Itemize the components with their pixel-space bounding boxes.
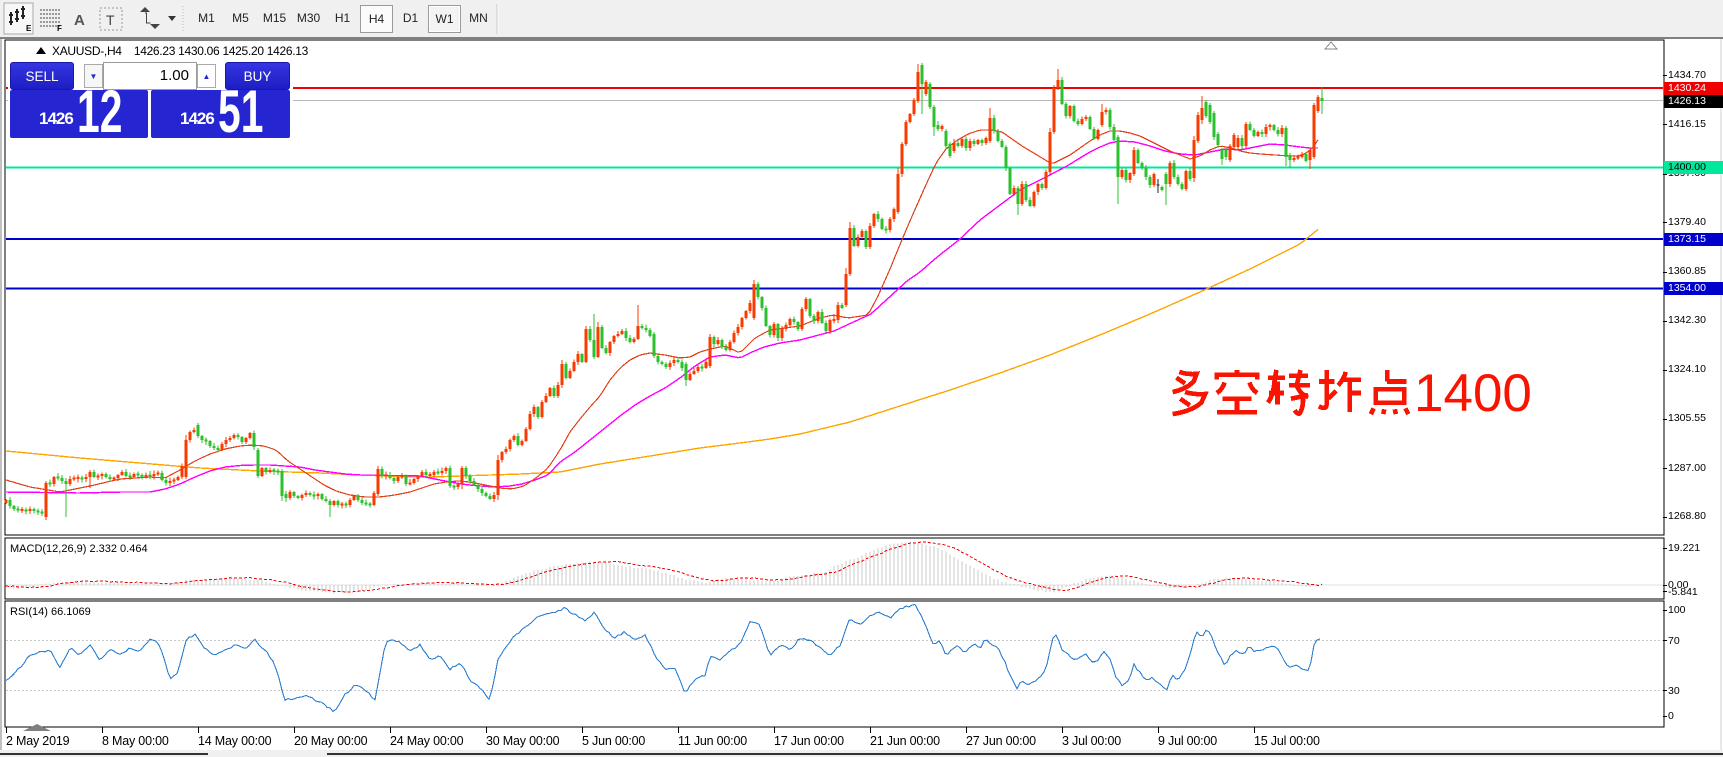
svg-text:A: A	[74, 12, 85, 29]
svg-text:F: F	[57, 24, 62, 33]
svg-text:1400: 1400	[1414, 364, 1532, 423]
svg-text:E: E	[26, 24, 32, 33]
svg-text:T: T	[106, 12, 115, 28]
